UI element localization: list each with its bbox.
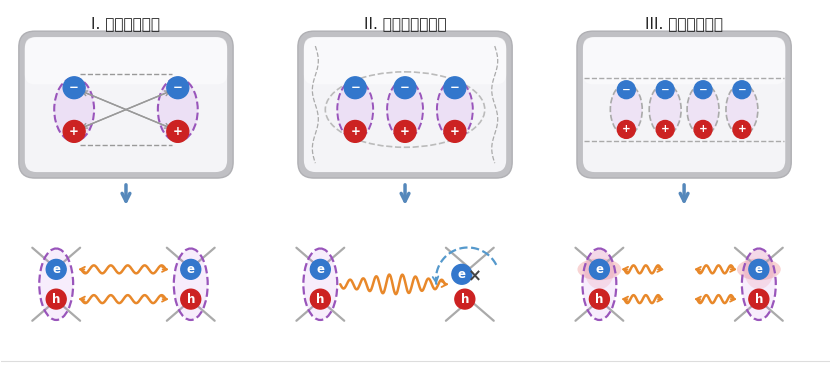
Circle shape [444,77,466,99]
Circle shape [181,259,201,279]
FancyBboxPatch shape [583,37,785,172]
Circle shape [749,259,769,279]
Text: h: h [755,293,763,306]
Text: −: − [622,85,631,95]
Text: h: h [595,293,603,306]
Circle shape [589,259,609,279]
Ellipse shape [578,258,622,280]
FancyBboxPatch shape [19,31,234,178]
Text: II. 态填充饱和作用: II. 态填充饱和作用 [364,16,446,31]
Text: +: + [450,125,460,138]
Ellipse shape [742,248,776,320]
Ellipse shape [39,248,73,320]
FancyBboxPatch shape [304,37,506,172]
Text: e: e [458,268,466,281]
Text: e: e [187,263,194,276]
Circle shape [656,81,674,99]
Text: +: + [350,125,360,138]
Circle shape [310,289,330,309]
Circle shape [63,77,85,99]
Circle shape [749,289,769,309]
Circle shape [181,289,201,309]
FancyBboxPatch shape [25,37,227,172]
Ellipse shape [744,250,774,289]
Text: e: e [52,263,60,276]
Text: e: e [317,263,324,276]
Ellipse shape [687,84,719,135]
Text: +: + [699,124,707,134]
Ellipse shape [174,248,208,320]
Text: h: h [52,293,61,306]
Text: +: + [661,124,670,134]
Text: e: e [755,263,763,276]
FancyBboxPatch shape [577,31,791,178]
Circle shape [733,81,751,99]
Circle shape [167,120,189,142]
Text: h: h [187,293,195,306]
Ellipse shape [610,84,642,135]
Circle shape [394,120,416,142]
Ellipse shape [337,80,373,139]
Circle shape [344,77,366,99]
Text: −: − [350,81,360,94]
FancyBboxPatch shape [25,37,227,84]
Text: +: + [400,125,410,138]
Circle shape [617,81,635,99]
Text: −: − [661,85,670,95]
Text: h: h [316,293,325,306]
Circle shape [694,81,712,99]
Circle shape [656,120,674,138]
Text: −: − [173,81,183,94]
Text: −: − [699,85,707,95]
Ellipse shape [584,250,614,289]
Circle shape [167,77,189,99]
Text: III. 激发退相作用: III. 激发退相作用 [645,16,723,31]
Text: +: + [622,124,631,134]
Ellipse shape [726,84,758,135]
Text: −: − [400,81,410,94]
Text: +: + [69,125,79,138]
Ellipse shape [303,248,337,320]
Circle shape [455,289,475,309]
Circle shape [47,289,66,309]
FancyBboxPatch shape [297,31,512,178]
Text: −: − [450,81,460,94]
Circle shape [617,120,635,138]
Ellipse shape [158,78,198,141]
Circle shape [394,77,416,99]
Ellipse shape [54,78,94,141]
Circle shape [694,120,712,138]
Ellipse shape [649,84,681,135]
Text: h: h [460,293,469,306]
Circle shape [310,259,330,279]
Ellipse shape [583,248,617,320]
Circle shape [452,264,472,284]
Text: +: + [738,124,746,134]
Circle shape [344,120,366,142]
Text: +: + [173,125,183,138]
Ellipse shape [737,258,781,280]
Text: −: − [738,85,746,95]
FancyBboxPatch shape [583,37,785,84]
Ellipse shape [387,80,423,139]
Circle shape [63,120,85,142]
Circle shape [444,120,466,142]
Text: ×: × [468,267,482,285]
Text: e: e [595,263,603,276]
Circle shape [589,289,609,309]
Circle shape [47,259,66,279]
Circle shape [733,120,751,138]
Text: I. 交换排斥作用: I. 交换排斥作用 [91,16,160,31]
FancyBboxPatch shape [304,37,506,84]
Ellipse shape [437,80,473,139]
Text: −: − [69,81,79,94]
